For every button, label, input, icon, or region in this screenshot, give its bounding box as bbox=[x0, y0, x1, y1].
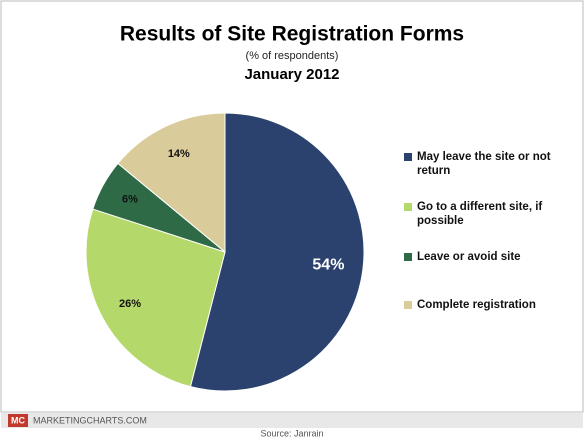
data-label: 6% bbox=[122, 194, 138, 206]
legend-swatch bbox=[404, 153, 412, 161]
legend-item: Leave or avoid site bbox=[404, 250, 574, 264]
data-label: 26% bbox=[119, 298, 141, 310]
legend-label: Complete registration bbox=[417, 299, 536, 311]
legend-swatch bbox=[404, 203, 412, 211]
legend-swatch bbox=[404, 301, 412, 309]
data-label: 14% bbox=[168, 148, 190, 160]
legend-swatch bbox=[404, 253, 412, 261]
logo-box bbox=[8, 414, 28, 427]
chart-subtitle: (% of respondents) bbox=[246, 50, 339, 62]
pie-slice bbox=[189, 112, 365, 392]
legend-item: Complete registration bbox=[404, 298, 574, 312]
pie-slice bbox=[117, 112, 226, 254]
legend-label: Leave or avoid site bbox=[417, 251, 521, 263]
legend-item: Go to a different site, if possible bbox=[404, 200, 574, 228]
chart-title: Results of Site Registration Forms bbox=[120, 23, 464, 46]
logo: MC bbox=[11, 415, 25, 425]
legend-item: May leave the site or not return bbox=[404, 150, 574, 178]
site-name: MARKETINGCHARTS.COM bbox=[33, 415, 147, 425]
pie-slice bbox=[85, 208, 226, 388]
legend-label: May leave the site or not return bbox=[417, 151, 551, 177]
chart-date: January 2012 bbox=[244, 66, 339, 83]
legend-label: Go to a different site, if possible bbox=[417, 201, 543, 227]
source: Source: Janrain bbox=[260, 428, 323, 438]
data-label: 54% bbox=[312, 256, 344, 273]
footer-bar bbox=[1, 413, 583, 428]
